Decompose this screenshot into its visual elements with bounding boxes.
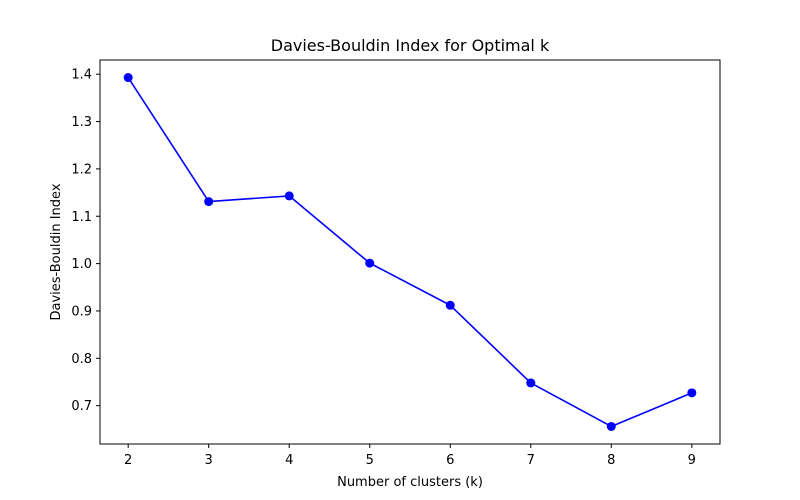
series-line <box>127 77 693 428</box>
y-tick-label: 1.1 <box>71 210 92 225</box>
y-axis-ticks: 0.7 0.8 0.9 1.0 1.1 1.2 1.3 1.4 <box>71 68 100 414</box>
plot-area <box>99 59 721 445</box>
data-point <box>526 378 536 388</box>
x-axis-ticks: 2 3 4 5 6 7 8 9 <box>124 444 696 468</box>
y-tick-label: 1.0 <box>71 257 92 272</box>
y-tick-label: 0.8 <box>71 352 92 367</box>
y-axis-title: Davies-Bouldin Index <box>49 183 64 320</box>
y-tick-label: 0.7 <box>71 399 92 414</box>
chart-title: Davies-Bouldin Index for Optimal k <box>271 36 550 55</box>
x-tick-label: 8 <box>607 453 615 468</box>
x-tick-label: 6 <box>446 453 454 468</box>
data-point <box>445 300 455 310</box>
x-tick-label: 4 <box>285 453 293 468</box>
data-point <box>687 388 697 398</box>
y-tick-label: 1.3 <box>71 115 92 130</box>
y-tick-label: 1.4 <box>71 68 92 83</box>
y-tick-label: 1.2 <box>71 162 92 177</box>
x-tick-label: 3 <box>205 453 213 468</box>
x-axis-title: Number of clusters (k) <box>337 475 483 490</box>
data-point <box>204 197 214 207</box>
y-tick-label: 0.9 <box>71 304 92 319</box>
x-tick-label: 7 <box>527 453 535 468</box>
data-point <box>284 191 294 201</box>
x-tick-label: 2 <box>124 453 132 468</box>
data-point <box>606 421 616 431</box>
data-point <box>123 73 133 83</box>
data-point <box>365 258 375 268</box>
series-layer <box>123 73 697 431</box>
x-tick-label: 9 <box>688 453 696 468</box>
x-tick-label: 5 <box>366 453 374 468</box>
